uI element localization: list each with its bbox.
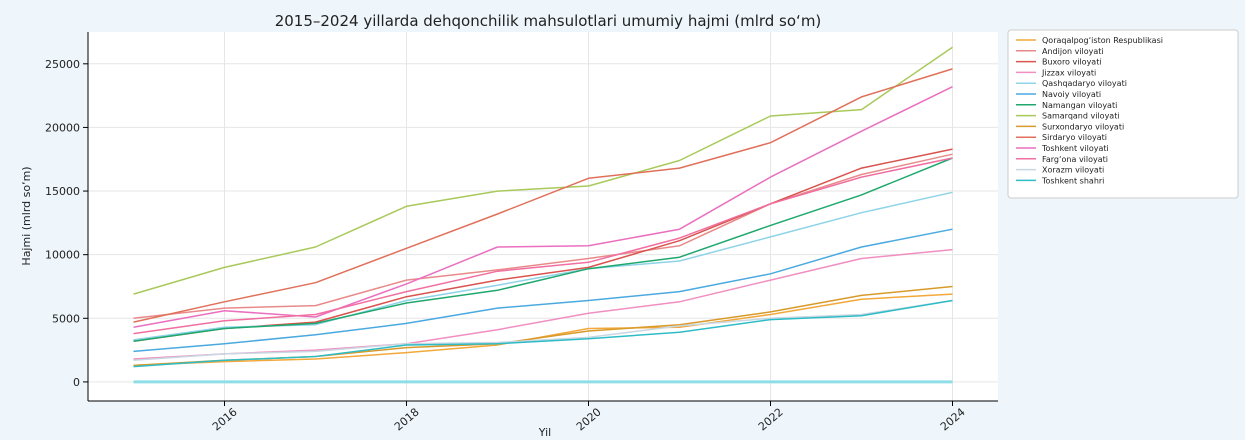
y-tick-label: 20000 bbox=[45, 121, 80, 134]
series-line-9 bbox=[133, 68, 953, 323]
y-tick-label: 10000 bbox=[45, 249, 80, 262]
legend-label: Surxondaryo viloyati bbox=[1042, 122, 1124, 131]
legend-label: Qashqadaryo viloyati bbox=[1042, 79, 1127, 88]
series-line-7 bbox=[133, 46, 953, 295]
y-tick-label: 25000 bbox=[45, 58, 80, 71]
y-tick-label: 5000 bbox=[52, 312, 80, 325]
legend-label: Navoiy viloyati bbox=[1042, 90, 1101, 99]
legend-label: Toshkent viloyati bbox=[1041, 144, 1109, 153]
legend-label: Xorazm viloyati bbox=[1042, 166, 1104, 175]
legend-label: Namangan viloyati bbox=[1042, 101, 1117, 110]
series-line-12 bbox=[133, 299, 953, 362]
legend-label: Toshkent shahri bbox=[1041, 176, 1104, 185]
series-line-10 bbox=[133, 86, 953, 328]
legend-label: Andijon viloyati bbox=[1042, 47, 1104, 56]
series-lines bbox=[133, 46, 953, 384]
legend-label: Farg‘ona viloyati bbox=[1042, 155, 1108, 164]
grid bbox=[88, 32, 998, 401]
y-axis-label: Hajmi (mlrd so‘m) bbox=[20, 166, 33, 265]
y-tick-label: 15000 bbox=[45, 185, 80, 198]
y-tick-label: 0 bbox=[73, 376, 80, 389]
chart-title: 2015–2024 yillarda dehqonchilik mahsulot… bbox=[275, 12, 822, 30]
legend-label: Qoraqalpog‘iston Respublikasi bbox=[1042, 36, 1163, 45]
series-line-1 bbox=[133, 153, 953, 320]
legend-label: Buxoro viloyati bbox=[1042, 58, 1102, 67]
legend-box bbox=[1007, 29, 1239, 199]
series-line-5 bbox=[133, 228, 953, 353]
y-ticks: 0 5000 10000 15000 20000 25000 bbox=[45, 58, 88, 389]
series-line-13 bbox=[133, 299, 953, 368]
legend-label: Sirdaryo viloyati bbox=[1042, 133, 1107, 142]
legend-label: Samarqand viloyati bbox=[1042, 112, 1120, 121]
series-line-11 bbox=[133, 157, 953, 335]
x-axis-label: Yil bbox=[538, 426, 551, 436]
legend-label: Jizzax viloyati bbox=[1041, 68, 1096, 77]
legend: Qoraqalpog‘iston Respublikasi Andijon vil… bbox=[1007, 29, 1239, 199]
series-line-6 bbox=[133, 157, 953, 342]
